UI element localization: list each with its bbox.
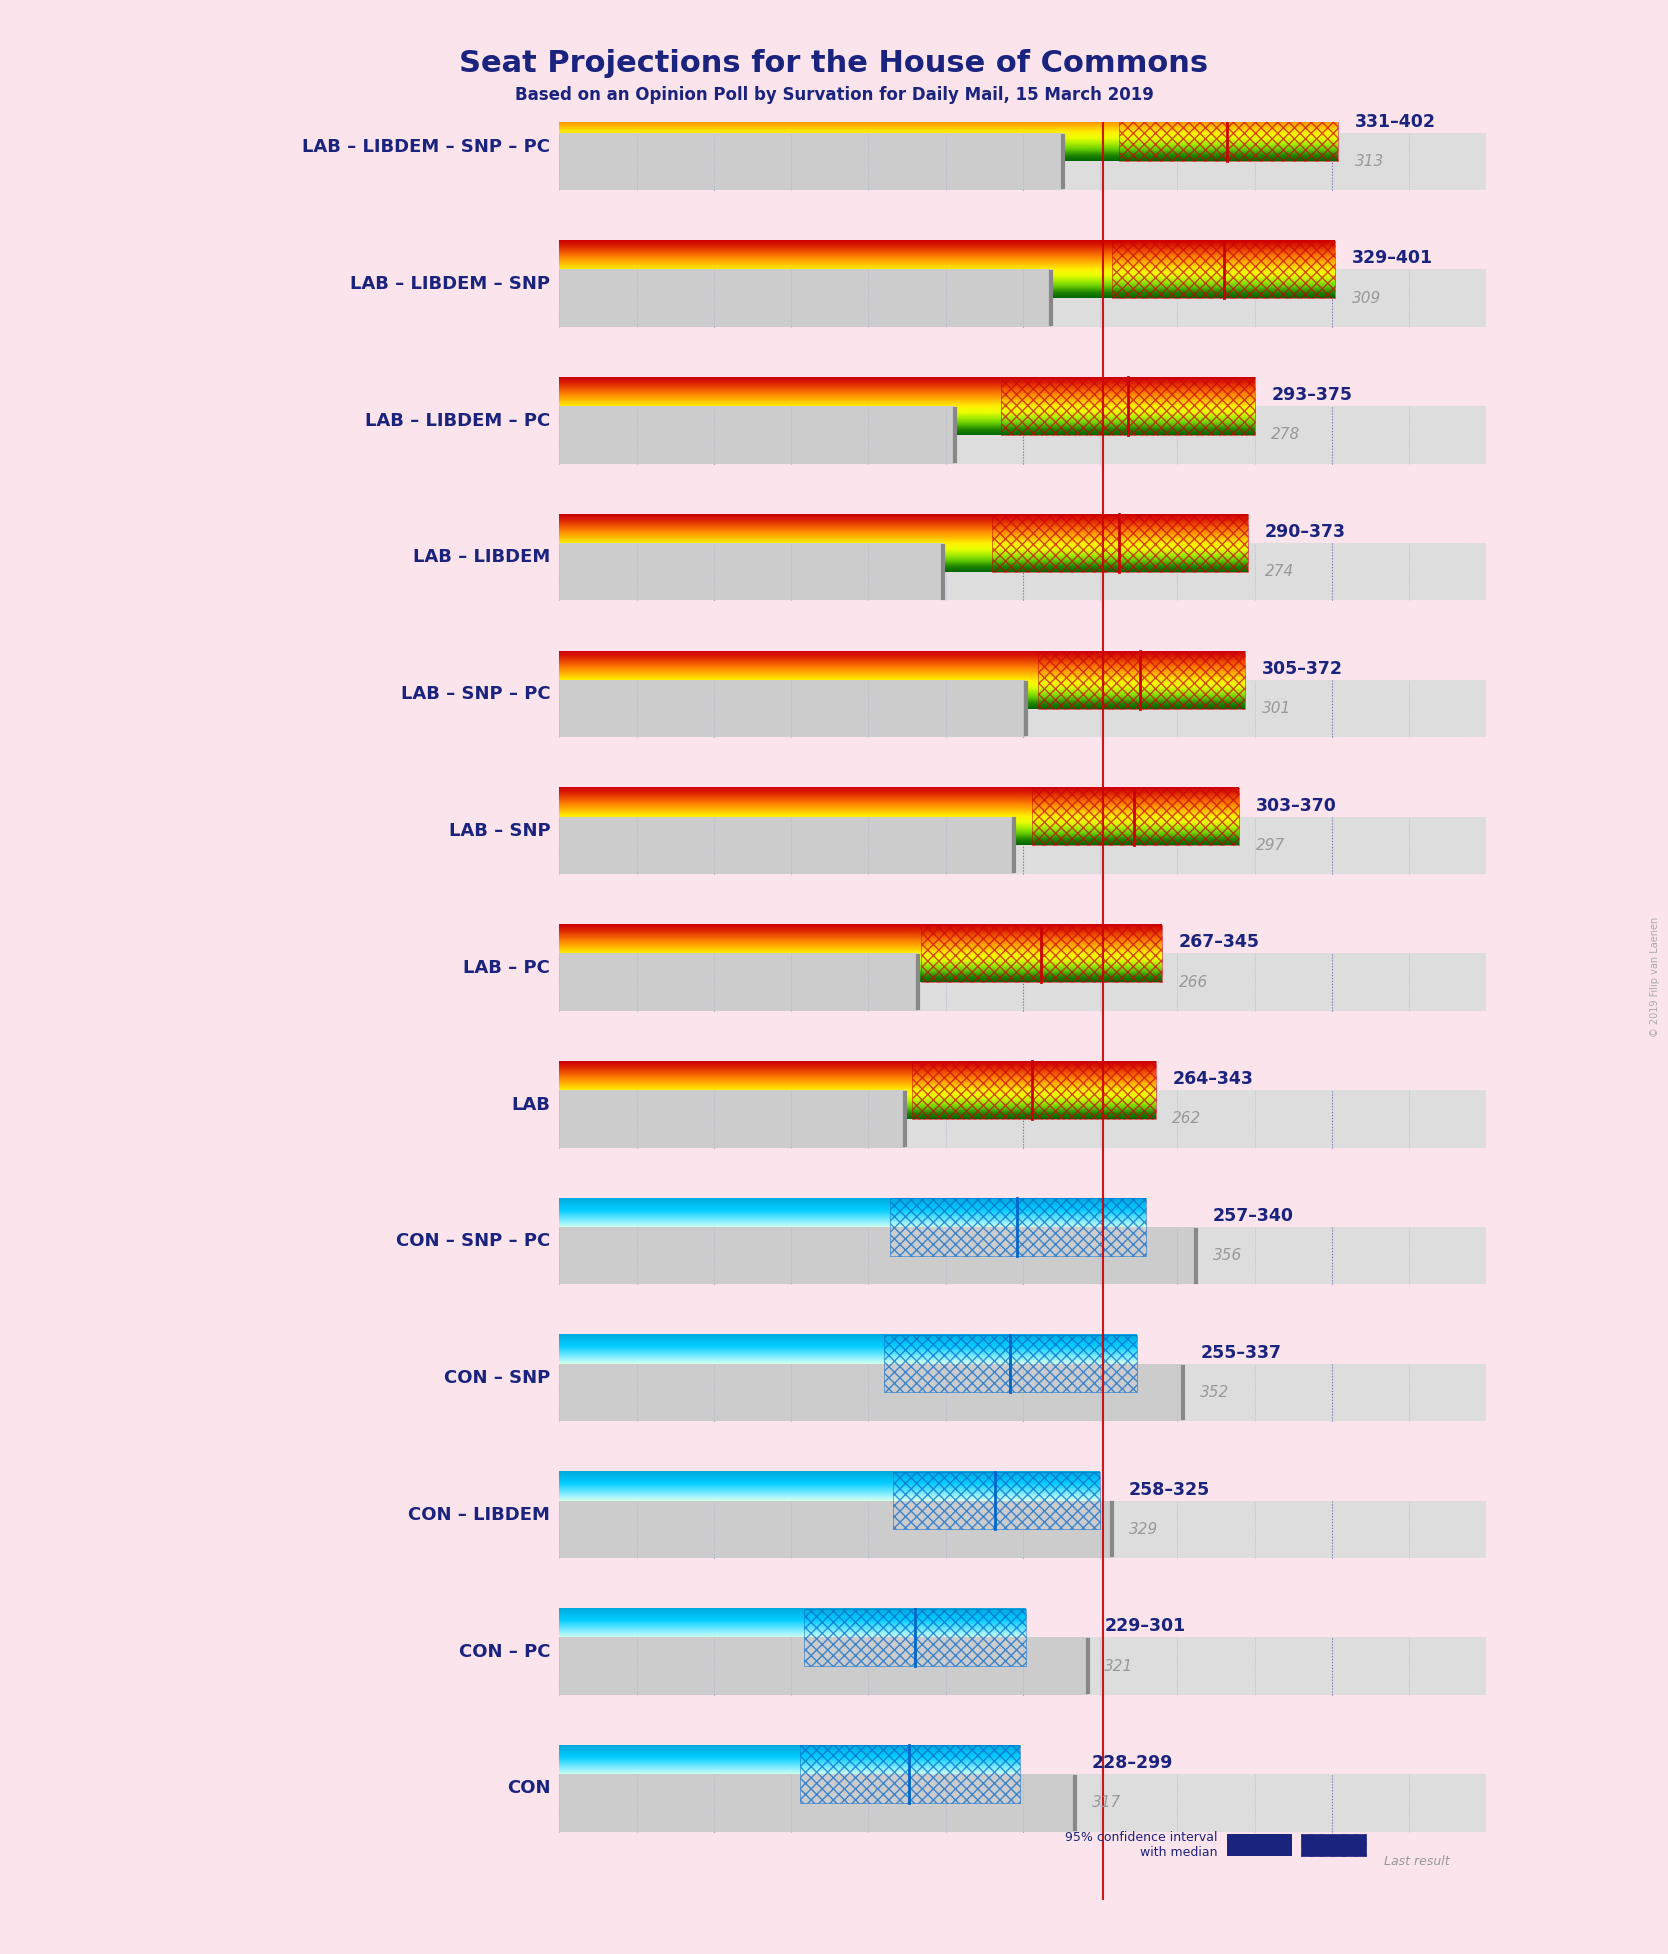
- Text: CON – PC: CON – PC: [459, 1643, 550, 1661]
- Bar: [992, 514, 1248, 573]
- Text: 95% confidence interval
with median: 95% confidence interval with median: [1064, 1831, 1218, 1858]
- Text: Based on an Opinion Poll by Survation for Daily Mail, 15 March 2019: Based on an Opinion Poll by Survation fo…: [514, 86, 1154, 104]
- Bar: [559, 817, 1486, 873]
- Text: CON – SNP: CON – SNP: [444, 1370, 550, 1387]
- Bar: [559, 1637, 1486, 1694]
- Text: 228–299: 228–299: [1093, 1755, 1173, 1772]
- Text: 321: 321: [1104, 1659, 1134, 1673]
- Text: 258–325: 258–325: [1129, 1481, 1211, 1499]
- Text: 267–345: 267–345: [1179, 934, 1259, 952]
- Bar: [804, 1608, 1026, 1667]
- Bar: [559, 817, 1014, 873]
- Bar: [884, 1335, 1138, 1393]
- Text: 262: 262: [1173, 1112, 1201, 1126]
- Bar: [559, 406, 954, 463]
- Text: 352: 352: [1201, 1385, 1229, 1399]
- Bar: [559, 1501, 1486, 1557]
- Text: 329: 329: [1129, 1522, 1158, 1536]
- Bar: [1226, 1835, 1291, 1856]
- Text: LAB: LAB: [512, 1096, 550, 1114]
- Bar: [559, 270, 1486, 326]
- Text: 317: 317: [1093, 1796, 1121, 1809]
- Bar: [559, 954, 1486, 1010]
- Bar: [1001, 377, 1254, 436]
- Text: 257–340: 257–340: [1213, 1208, 1293, 1225]
- Text: LAB – SNP: LAB – SNP: [449, 823, 550, 840]
- Bar: [559, 406, 1486, 463]
- Bar: [559, 680, 1026, 737]
- Bar: [559, 680, 1486, 737]
- Bar: [1113, 240, 1334, 299]
- Text: 297: 297: [1256, 838, 1284, 852]
- Text: 278: 278: [1271, 428, 1301, 442]
- Text: 290–373: 290–373: [1264, 524, 1346, 541]
- Text: CON – LIBDEM: CON – LIBDEM: [409, 1507, 550, 1524]
- Bar: [892, 1471, 1101, 1530]
- Text: Last result: Last result: [1384, 1854, 1449, 1868]
- Text: LAB – LIBDEM – PC: LAB – LIBDEM – PC: [365, 412, 550, 430]
- Text: 356: 356: [1213, 1249, 1241, 1262]
- Bar: [1037, 651, 1246, 709]
- Text: LAB – SNP – PC: LAB – SNP – PC: [400, 686, 550, 703]
- Bar: [559, 1637, 1088, 1694]
- Bar: [559, 133, 1486, 190]
- Bar: [559, 1227, 1196, 1284]
- Bar: [559, 1090, 906, 1147]
- Text: LAB – PC: LAB – PC: [464, 959, 550, 977]
- Text: LAB – LIBDEM – SNP: LAB – LIBDEM – SNP: [350, 276, 550, 293]
- Text: 266: 266: [1179, 975, 1208, 989]
- Text: 331–402: 331–402: [1354, 113, 1436, 131]
- Text: Seat Projections for the House of Commons: Seat Projections for the House of Common…: [459, 49, 1209, 78]
- Text: 303–370: 303–370: [1256, 797, 1336, 815]
- Bar: [1301, 1835, 1366, 1856]
- Text: 255–337: 255–337: [1201, 1344, 1281, 1362]
- Text: 264–343: 264–343: [1173, 1071, 1253, 1088]
- Bar: [912, 1061, 1156, 1120]
- Text: 301: 301: [1263, 701, 1291, 715]
- Bar: [559, 1501, 1113, 1557]
- Bar: [559, 1364, 1184, 1421]
- Text: 313: 313: [1354, 154, 1384, 168]
- Text: LAB – LIBDEM – SNP – PC: LAB – LIBDEM – SNP – PC: [302, 139, 550, 156]
- Bar: [559, 954, 917, 1010]
- Bar: [559, 1774, 1076, 1831]
- Text: © 2019 Filip van Laenen: © 2019 Filip van Laenen: [1650, 916, 1660, 1038]
- Text: LAB – LIBDEM: LAB – LIBDEM: [414, 549, 550, 567]
- Bar: [559, 1090, 1486, 1147]
- Bar: [559, 133, 1063, 190]
- Bar: [559, 1227, 1486, 1284]
- Bar: [559, 1364, 1486, 1421]
- Bar: [559, 543, 1486, 600]
- Text: 329–401: 329–401: [1351, 250, 1433, 268]
- Text: 309: 309: [1351, 291, 1381, 305]
- Bar: [891, 1198, 1146, 1256]
- Text: 305–372: 305–372: [1263, 660, 1343, 678]
- Bar: [559, 1774, 1486, 1831]
- Bar: [801, 1745, 1019, 1804]
- Text: 274: 274: [1264, 565, 1294, 578]
- Text: CON – SNP – PC: CON – SNP – PC: [395, 1233, 550, 1251]
- Text: 229–301: 229–301: [1104, 1618, 1186, 1635]
- Bar: [921, 924, 1163, 983]
- Bar: [1032, 787, 1239, 846]
- Text: 293–375: 293–375: [1271, 387, 1353, 404]
- Bar: [1119, 104, 1338, 162]
- Text: CON: CON: [507, 1780, 550, 1798]
- Bar: [559, 543, 942, 600]
- Bar: [559, 270, 1051, 326]
